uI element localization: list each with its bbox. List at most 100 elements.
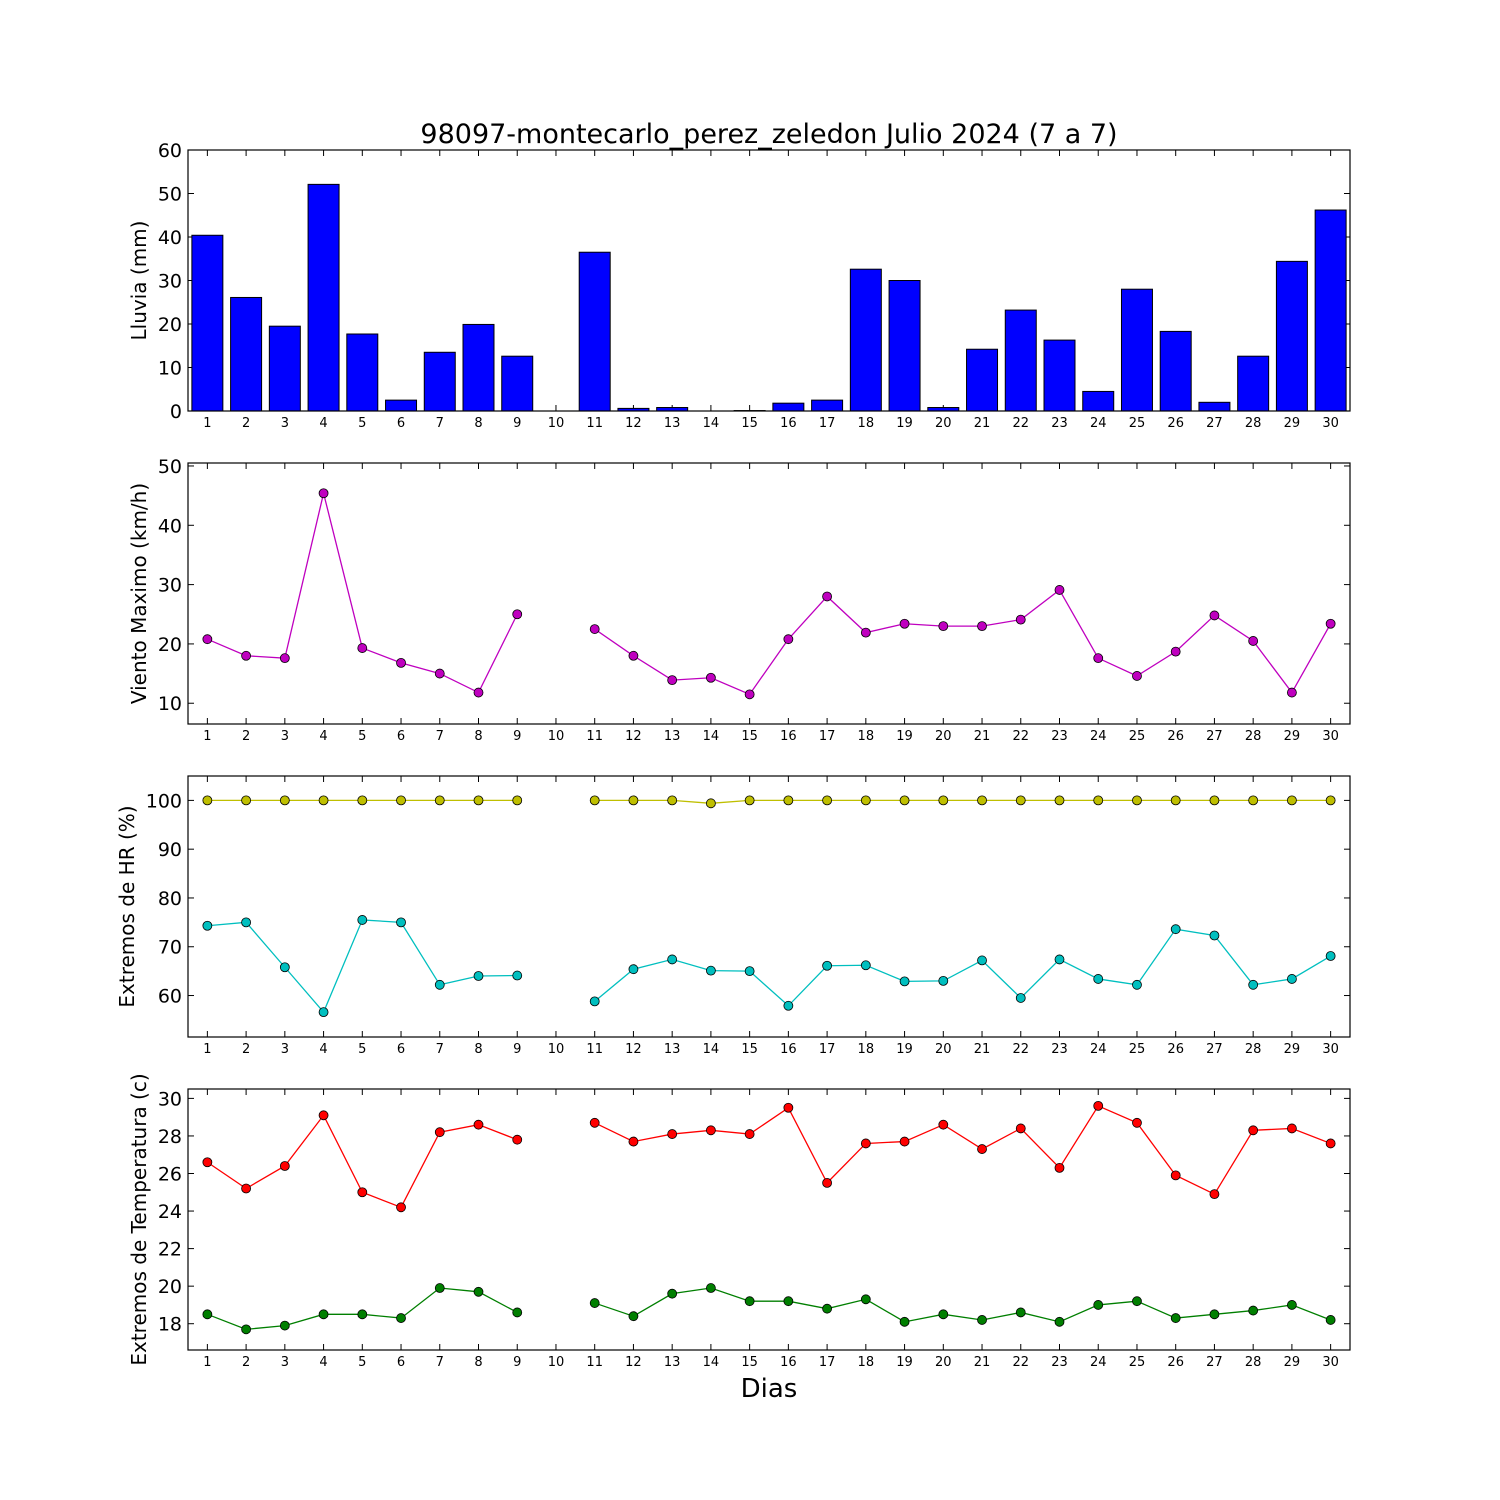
x-tick-label: 13 [664, 1042, 681, 1057]
x-tick-label: 16 [780, 729, 797, 744]
series-line-1 [594, 588, 1332, 696]
data-point [512, 609, 523, 620]
x-tick-label: 13 [664, 416, 681, 431]
data-point [860, 960, 871, 971]
data-point [434, 1283, 445, 1293]
y-tick-label: 20 [158, 1276, 182, 1298]
x-tick-label: 15 [741, 416, 758, 431]
data-point [241, 1183, 252, 1194]
data-point [1287, 1123, 1297, 1134]
data-point [318, 1309, 329, 1320]
x-tick-label: 3 [281, 1355, 289, 1370]
x-tick-label: 26 [1167, 416, 1184, 431]
x-tick-label: 5 [358, 416, 366, 431]
data-point [1325, 951, 1336, 961]
x-tick-label: 27 [1206, 1355, 1223, 1370]
data-point [357, 1187, 368, 1198]
data-point [1054, 585, 1065, 595]
y-tick-label: 50 [158, 456, 182, 478]
series-line-1 [207, 493, 518, 694]
x-tick-label: 30 [1322, 1355, 1339, 1370]
x-tick-label: 21 [974, 1355, 991, 1370]
data-point [938, 1309, 949, 1320]
data-point [667, 675, 678, 686]
x-tick-label: 9 [513, 1042, 521, 1057]
data-point [1054, 1316, 1065, 1327]
x-axis-label: Dias [741, 1374, 798, 1404]
data-point [977, 1144, 987, 1154]
data-point [977, 621, 987, 632]
x-tick-label: 12 [625, 416, 642, 431]
data-point [783, 1296, 794, 1307]
bar [268, 325, 301, 412]
x-tick-label: 27 [1206, 416, 1223, 431]
data-point [318, 1007, 329, 1018]
data-point [706, 672, 716, 683]
x-tick-label: 18 [858, 1355, 875, 1370]
bar [385, 399, 418, 412]
data-point [938, 975, 949, 986]
bar [1159, 330, 1192, 412]
x-tick-label: 23 [1051, 416, 1068, 431]
data-point [279, 1161, 290, 1171]
bar [423, 351, 456, 412]
x-tick-label: 10 [548, 416, 565, 431]
x-tick-label: 1 [203, 1042, 211, 1057]
y-tick-label: 26 [158, 1163, 182, 1185]
bar [1314, 209, 1347, 412]
x-tick-label: 18 [858, 1042, 875, 1057]
x-tick-label: 16 [780, 1042, 797, 1057]
data-point [1093, 1100, 1104, 1111]
data-point [357, 915, 368, 925]
data-point [628, 650, 639, 661]
data-point [589, 795, 600, 806]
x-tick-label: 19 [896, 1355, 913, 1370]
x-tick-label: 24 [1090, 729, 1107, 744]
data-point [396, 1202, 406, 1213]
data-point [860, 1294, 871, 1305]
data-point [1325, 1315, 1336, 1325]
data-point [977, 955, 987, 966]
x-tick-label: 8 [474, 1042, 482, 1057]
data-point [628, 795, 639, 806]
data-point [589, 1117, 600, 1128]
x-tick-label: 30 [1322, 729, 1339, 744]
data-point [241, 917, 252, 928]
data-point [744, 966, 755, 977]
data-point [744, 1129, 755, 1139]
data-point [1209, 930, 1220, 941]
data-point [667, 954, 678, 965]
series-line-1 [594, 1105, 1331, 1195]
data-point [783, 634, 794, 645]
bar [191, 234, 224, 412]
data-point [1287, 1300, 1297, 1310]
data-point [396, 917, 406, 928]
x-tick-label: 6 [397, 729, 405, 744]
data-point [512, 1307, 523, 1318]
data-point [1209, 1189, 1220, 1200]
x-tick-label: 4 [319, 729, 327, 744]
x-tick-label: 2 [242, 1355, 250, 1370]
data-point [1132, 671, 1142, 681]
x-tick-label: 5 [358, 1042, 366, 1057]
data-point [1015, 795, 1026, 806]
x-tick-label: 16 [780, 416, 797, 431]
data-point [473, 971, 484, 981]
data-point [396, 1313, 406, 1323]
data-point [1132, 795, 1142, 806]
data-point [628, 964, 639, 975]
data-point [667, 795, 678, 806]
y-tick-label: 30 [158, 575, 182, 597]
data-point [822, 795, 832, 806]
bar [578, 251, 611, 412]
bar [772, 402, 805, 412]
data-point [241, 795, 252, 806]
x-tick-label: 26 [1167, 729, 1184, 744]
x-tick-label: 22 [1012, 416, 1029, 431]
x-tick-label: 3 [281, 729, 289, 744]
data-point [822, 1177, 832, 1188]
x-tick-label: 28 [1245, 1042, 1262, 1057]
